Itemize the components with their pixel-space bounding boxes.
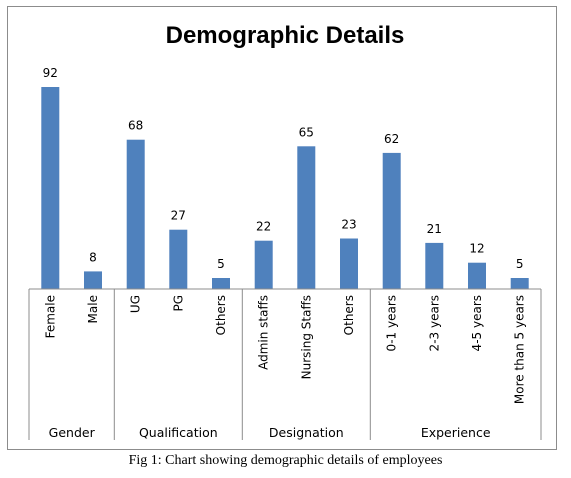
value-label-8: 23: [341, 218, 356, 232]
bar-8: [340, 238, 358, 289]
bar-7: [297, 146, 316, 289]
tick-label-6: Admin staffs: [257, 295, 271, 370]
bar-3: [126, 139, 145, 289]
value-label-11: 12: [469, 242, 484, 256]
value-labels-layer: 92 8 68 27 5 22 65 23 62 21 12 5: [43, 66, 524, 271]
bars-layer: [41, 87, 529, 289]
group-label-gender: Gender: [49, 425, 96, 440]
tick-label-11: 4-5 years: [470, 295, 484, 351]
tick-label-5: Others: [214, 295, 228, 335]
group-label-qualification: Qualification: [139, 425, 218, 440]
value-label-12: 5: [516, 257, 524, 271]
bar-9: [382, 152, 401, 289]
chart-frame: [7, 6, 557, 450]
bar-10: [425, 242, 444, 289]
figure-caption: Fig 1: Chart showing demographic details…: [128, 453, 443, 468]
value-label-4: 27: [171, 209, 186, 223]
chart-title: Demographic Details: [166, 22, 405, 49]
bar-2: [84, 271, 102, 289]
group-label-experience: Experience: [421, 425, 491, 440]
value-label-6: 22: [256, 220, 271, 234]
bar-11: [468, 262, 486, 289]
value-label-10: 21: [427, 222, 442, 236]
category-axis: Female Male UG PG Others Admin staffs Nursing …: [28, 288, 542, 440]
value-label-1: 92: [43, 66, 58, 80]
bar-12: [510, 278, 529, 289]
group-label-designation: Designation: [269, 425, 344, 440]
bar-1: [41, 87, 60, 289]
value-label-3: 68: [128, 119, 143, 133]
bar-4: [169, 229, 188, 289]
bar-6: [254, 240, 273, 289]
value-label-9: 62: [384, 132, 399, 146]
tick-label-9: 0-1 years: [385, 295, 399, 351]
chart: Demographic Details 92 8 68 27 5 22 65 23 62 21 12…: [28, 22, 542, 440]
tick-label-3: UG: [129, 295, 143, 313]
bar-5: [212, 278, 230, 289]
tick-label-1: Female: [43, 295, 57, 338]
value-label-5: 5: [217, 257, 225, 271]
tick-label-2: Male: [86, 295, 100, 323]
value-label-7: 65: [299, 125, 314, 139]
tick-label-8: Others: [342, 295, 356, 335]
tick-label-4: PG: [171, 295, 185, 312]
tick-label-12: More than 5 years: [513, 295, 527, 404]
tick-label-7: Nursing Staffs: [299, 295, 313, 379]
tick-label-10: 2-3 years: [427, 295, 441, 351]
value-label-2: 8: [89, 250, 97, 264]
